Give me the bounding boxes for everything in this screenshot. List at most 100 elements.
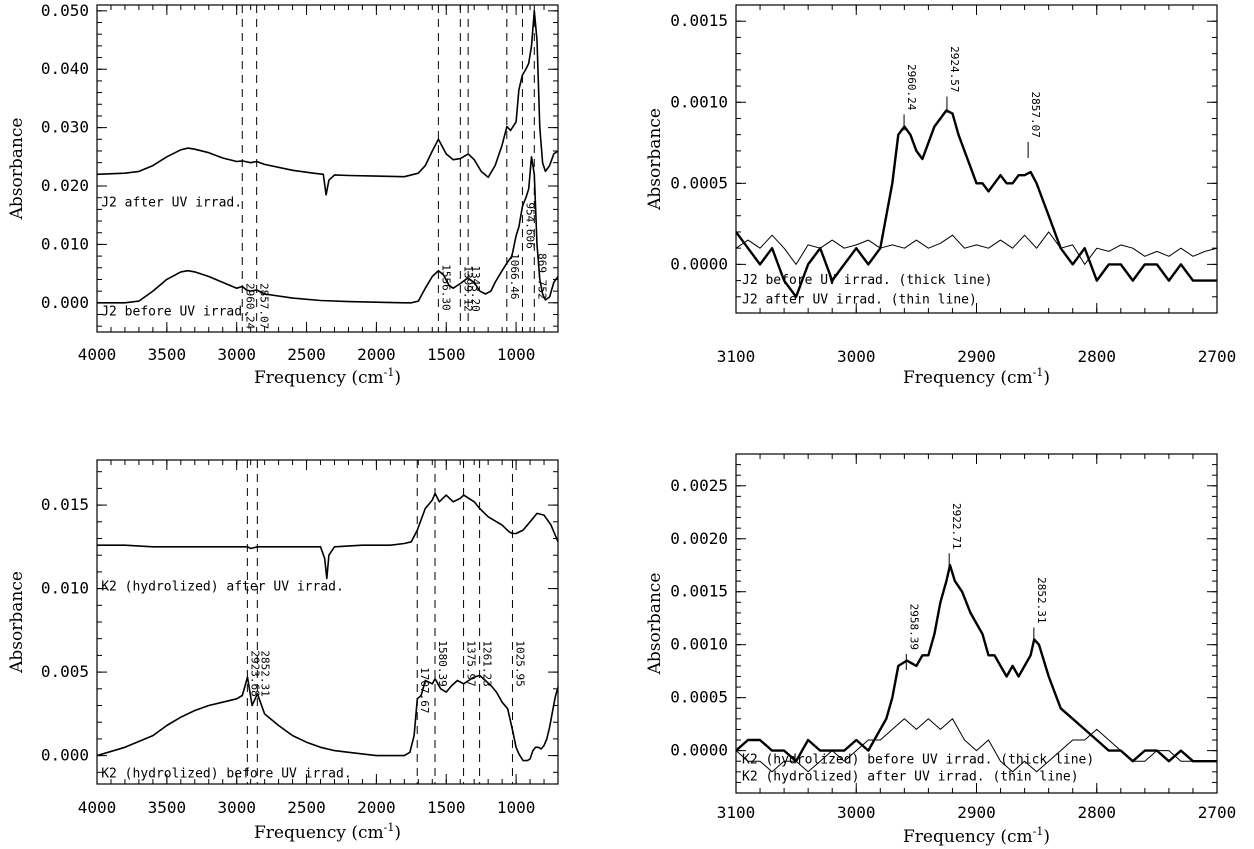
x-axis-title: Frequency (cm-1) xyxy=(254,366,401,388)
series-line-2 xyxy=(97,674,558,762)
series-line-2 xyxy=(97,156,558,304)
peak-label: 2924.57 xyxy=(948,46,961,92)
x-tick-label: 3000 xyxy=(837,803,876,822)
x-tick-label: 1000 xyxy=(497,798,536,817)
x-axis-title-main: Frequency (cm xyxy=(254,368,384,388)
x-tick-label: 3500 xyxy=(148,798,187,817)
x-tick-label: 1500 xyxy=(427,345,466,364)
peak-label: 2960.24 xyxy=(905,64,918,111)
x-tick-label: 2000 xyxy=(357,345,396,364)
x-tick-label: 4000 xyxy=(78,345,117,364)
y-tick-label: 0.030 xyxy=(41,118,89,137)
peak-label: 2960.24 xyxy=(243,283,256,330)
x-tick-label: 3100 xyxy=(717,347,756,366)
legend-entry: K2 (hydrolized) before UV irrad. xyxy=(101,766,351,781)
plot-frame xyxy=(96,4,559,333)
peak-label: 1261.23 xyxy=(481,640,494,686)
x-axis-title-close: ) xyxy=(1043,827,1050,847)
x-axis-title: Frequency (cm-1) xyxy=(254,821,401,843)
peak-label: 2958.39 xyxy=(907,604,920,650)
y-tick-label: 0.0010 xyxy=(670,92,728,111)
peak-label: 1025.95 xyxy=(513,640,526,686)
peak-label: 2852.31 xyxy=(258,650,271,696)
legend-entry: J2 after UV irrad. (thin line) xyxy=(742,292,977,307)
y-tick-label: 0.0005 xyxy=(670,688,728,707)
y-axis-title: Absorbance xyxy=(645,573,665,676)
y-axis-title: Absorbance xyxy=(7,571,27,674)
legend-entry: K2 (hydrolized) after UV irrad. (thin li… xyxy=(742,769,1079,784)
chart-k2-ch-stretch-zoom: 3100 3000 2900 2800 2700 0.0000 0.0005 0.0010 0.… xyxy=(645,453,1237,847)
y-axis-title: Absorbance xyxy=(7,118,27,221)
y-tick-label: 0.0015 xyxy=(670,582,728,601)
x-axis-title-main: Frequency (cm xyxy=(903,368,1033,388)
chart-j2-full-spectrum: 4000 3500 3000 2500 2000 1500 1000 0.000 0.010 0.… xyxy=(7,1,559,388)
peak-label: 1343.20 xyxy=(469,265,482,311)
peak-label: 2857.07 xyxy=(1029,92,1042,138)
legend-entry: K2 (hydrolized) before UV irrad. (thick … xyxy=(742,752,1094,767)
x-tick-label: 3000 xyxy=(217,345,256,364)
x-tick-label: 1000 xyxy=(497,345,536,364)
y-tick-label: 0.000 xyxy=(41,293,89,312)
peak-label: 2857.07 xyxy=(258,283,271,329)
x-tick-label: 1500 xyxy=(427,798,466,817)
legend-entry: K2 (hydrolized) after UV irrad. xyxy=(101,579,344,594)
x-axis-title: Frequency (cm-1) xyxy=(903,825,1050,847)
peak-label: 2922.71 xyxy=(950,503,963,549)
series-line-1 xyxy=(736,109,1217,298)
x-axis-title-main: Frequency (cm xyxy=(903,827,1033,847)
peak-label: 1580.39 xyxy=(436,640,449,686)
y-tick-label: 0.020 xyxy=(41,176,89,195)
x-tick-label: 2700 xyxy=(1198,347,1237,366)
y-tick-label: 0.050 xyxy=(41,1,89,20)
plot-frame xyxy=(96,459,559,785)
x-axis-title-superscript: -1 xyxy=(1033,825,1044,838)
peak-label: 954.606 xyxy=(523,202,536,248)
x-axis-title-superscript: -1 xyxy=(384,366,395,379)
peak-label: 1707.67 xyxy=(418,667,431,713)
x-tick-label: 3000 xyxy=(837,347,876,366)
x-tick-label: 3100 xyxy=(717,803,756,822)
chart-j2-ch-stretch-zoom: 3100 3000 2900 2800 2700 0.0000 0.0005 0.0010 0.… xyxy=(645,4,1237,388)
y-tick-label: 0.0020 xyxy=(670,529,728,548)
peak-label: 1556.30 xyxy=(439,264,452,310)
series-line-1 xyxy=(97,10,558,196)
series-line-2 xyxy=(736,718,1217,773)
peak-label: 1399.12 xyxy=(461,265,474,311)
x-tick-label: 2500 xyxy=(287,345,326,364)
x-axis-title-close: ) xyxy=(394,823,401,843)
peak-label: 869.752 xyxy=(535,253,548,299)
x-tick-label: 2700 xyxy=(1198,803,1237,822)
x-axis-title-superscript: -1 xyxy=(1033,366,1044,379)
legend-entry: J2 before UV irrad. xyxy=(101,305,250,320)
y-axis-title: Absorbance xyxy=(645,108,665,211)
x-tick-label: 2900 xyxy=(957,347,996,366)
x-tick-label: 2800 xyxy=(1077,347,1116,366)
series-line-1 xyxy=(97,492,558,580)
chart-k2-full-spectrum: 4000 3500 3000 2500 2000 1500 1000 0.000 0.005 0.… xyxy=(7,459,559,843)
y-tick-label: 0.0000 xyxy=(670,741,728,760)
peak-label: 1375.97 xyxy=(465,640,478,686)
series-line-1 xyxy=(736,564,1217,763)
x-axis-title-close: ) xyxy=(1043,368,1050,388)
x-tick-label: 3500 xyxy=(148,345,187,364)
legend-entry: J2 before UV irrad. (thick line) xyxy=(742,273,992,288)
y-tick-label: 0.000 xyxy=(41,746,89,765)
y-tick-label: 0.015 xyxy=(41,495,89,514)
y-tick-label: 0.010 xyxy=(41,234,89,253)
y-tick-label: 0.0015 xyxy=(670,11,728,30)
legend-entry: J2 after UV irrad. xyxy=(101,195,242,210)
x-tick-label: 2500 xyxy=(287,798,326,817)
y-tick-label: 0.0025 xyxy=(670,476,728,495)
y-tick-label: 0.010 xyxy=(41,579,89,598)
series-line-2 xyxy=(736,231,1217,265)
x-axis-title-main: Frequency (cm xyxy=(254,823,384,843)
y-tick-label: 0.0000 xyxy=(670,254,728,273)
y-tick-label: 0.005 xyxy=(41,662,89,681)
x-tick-label: 4000 xyxy=(78,798,117,817)
x-axis-title: Frequency (cm-1) xyxy=(903,366,1050,388)
y-tick-label: 0.0005 xyxy=(670,173,728,192)
x-tick-label: 2800 xyxy=(1077,803,1116,822)
peak-label: 2852.31 xyxy=(1035,577,1048,623)
x-tick-label: 3000 xyxy=(217,798,256,817)
